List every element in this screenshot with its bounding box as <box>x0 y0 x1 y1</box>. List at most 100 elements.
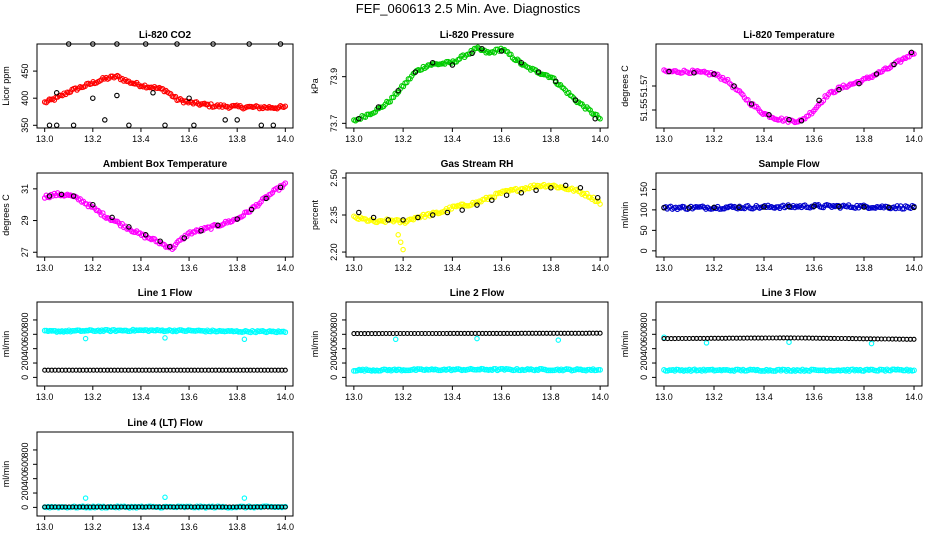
y-tick-label: 0 <box>639 375 649 380</box>
y-tick-label: 51.55 <box>639 99 649 122</box>
y-tick-label: 600 <box>20 457 30 472</box>
y-axis-label: ml/min <box>620 202 630 229</box>
y-tick-label: 200 <box>639 356 649 371</box>
x-tick-label: 13.4 <box>444 263 462 273</box>
x-tick-label: 13.6 <box>180 392 198 402</box>
data-point <box>886 204 892 211</box>
data-point <box>370 214 377 221</box>
data-point <box>474 202 480 208</box>
data-point <box>597 330 603 336</box>
y-tick-label: 200 <box>20 356 30 371</box>
data-point <box>132 504 138 510</box>
x-tick-label: 13.6 <box>180 263 198 273</box>
data-point <box>248 206 255 213</box>
x-tick-label: 13.6 <box>805 134 823 144</box>
data-point <box>429 212 436 218</box>
chart-panel: Li-820 CO2 Licor ppm 13.0 13.2 13.4 13.6 13.8 1… <box>1 30 294 144</box>
data-point <box>82 335 89 342</box>
data-point <box>58 191 65 198</box>
data-point <box>811 203 817 209</box>
panel-title: Ambient Box Temperature <box>103 159 228 170</box>
chart-panel: Ambient Box Temperature degrees C 13.0 13.2… <box>1 159 294 273</box>
data-point <box>553 78 559 85</box>
figure-title: FEF_060613 2.5 Min. Ave. Diagnostics <box>355 1 581 16</box>
data-point <box>49 367 55 373</box>
y-tick-label: 600 <box>329 327 339 342</box>
data-point <box>397 239 404 245</box>
y-tick-label: 27 <box>20 247 30 257</box>
y-tick-label: 2.20 <box>329 243 339 261</box>
plot-frame <box>345 172 609 258</box>
x-tick-label: 13.8 <box>228 522 246 532</box>
data-point <box>415 214 421 221</box>
data-point <box>385 217 392 223</box>
data-point <box>498 366 504 372</box>
data-point <box>873 71 880 77</box>
data-point <box>868 340 875 347</box>
y-axis-label: ml/min <box>1 461 11 488</box>
data-point <box>597 367 603 373</box>
panel-title: Line 4 (LT) Flow <box>127 418 203 429</box>
data-point <box>533 187 539 194</box>
y-axis-label: percent <box>310 199 320 230</box>
x-tick-label: 13.0 <box>36 134 54 144</box>
data-point <box>216 367 222 373</box>
data-point <box>694 204 701 210</box>
data-point <box>282 329 289 336</box>
x-tick-label: 13.0 <box>655 263 673 273</box>
data-point <box>241 495 248 501</box>
data-point <box>579 367 586 373</box>
x-tick-label: 13.2 <box>84 263 102 273</box>
data-point <box>90 201 96 208</box>
x-tick-label: 14.0 <box>277 522 295 532</box>
chart-panel: Li-820 Temperature degrees C 13.0 13.2 13.4 1… <box>620 30 923 144</box>
data-point <box>489 194 496 201</box>
data-point <box>786 116 792 123</box>
y-tick-label: 73.7 <box>329 115 339 133</box>
data-point <box>188 367 194 373</box>
y-tick-label: 200 <box>20 486 30 501</box>
x-tick-label: 13.0 <box>345 134 363 144</box>
data-point <box>49 504 55 510</box>
y-tick-label: 800 <box>20 442 30 457</box>
data-point <box>572 97 579 103</box>
data-point <box>798 118 805 124</box>
data-point <box>82 495 89 501</box>
data-point <box>46 193 53 199</box>
data-point <box>836 203 842 210</box>
data-point <box>83 327 90 334</box>
data-point <box>246 41 252 47</box>
data-point <box>448 206 455 212</box>
data-point <box>375 104 382 110</box>
data-point <box>429 59 436 66</box>
plot-frame <box>345 301 609 387</box>
x-tick-label: 13.6 <box>493 263 511 273</box>
x-tick-label: 13.8 <box>542 263 560 273</box>
x-tick-label: 14.0 <box>277 263 295 273</box>
data-point <box>908 49 915 56</box>
x-tick-label: 13.8 <box>228 392 246 402</box>
y-tick-label: 800 <box>329 312 339 327</box>
y-tick-label: 31 <box>20 184 30 194</box>
data-point <box>544 367 550 374</box>
data-point <box>282 504 288 510</box>
data-point <box>474 335 480 342</box>
data-point <box>77 504 83 510</box>
data-point <box>444 209 451 216</box>
data-point <box>46 122 53 129</box>
data-point <box>856 80 862 87</box>
x-tick-label: 13.8 <box>855 392 873 402</box>
x-tick-label: 13.8 <box>542 134 560 144</box>
data-point <box>562 182 569 189</box>
data-point <box>188 504 194 510</box>
data-point <box>395 87 401 94</box>
data-point <box>597 201 603 207</box>
chart-panel: Line 1 Flow ml/min 13.0 13.2 13.4 13.6 13.8 14.… <box>1 288 294 402</box>
x-tick-label: 13.4 <box>132 392 150 402</box>
chart-panel: Line 4 (LT) Flow ml/min 13.0 13.2 13.4 13.6 13… <box>1 418 294 532</box>
panel-title: Li-820 Temperature <box>743 30 835 41</box>
data-point <box>121 327 128 334</box>
data-point <box>577 185 584 191</box>
chart-panel: Line 3 Flow ml/min 13.0 13.2 13.4 13.6 13.8 14.… <box>620 288 923 402</box>
